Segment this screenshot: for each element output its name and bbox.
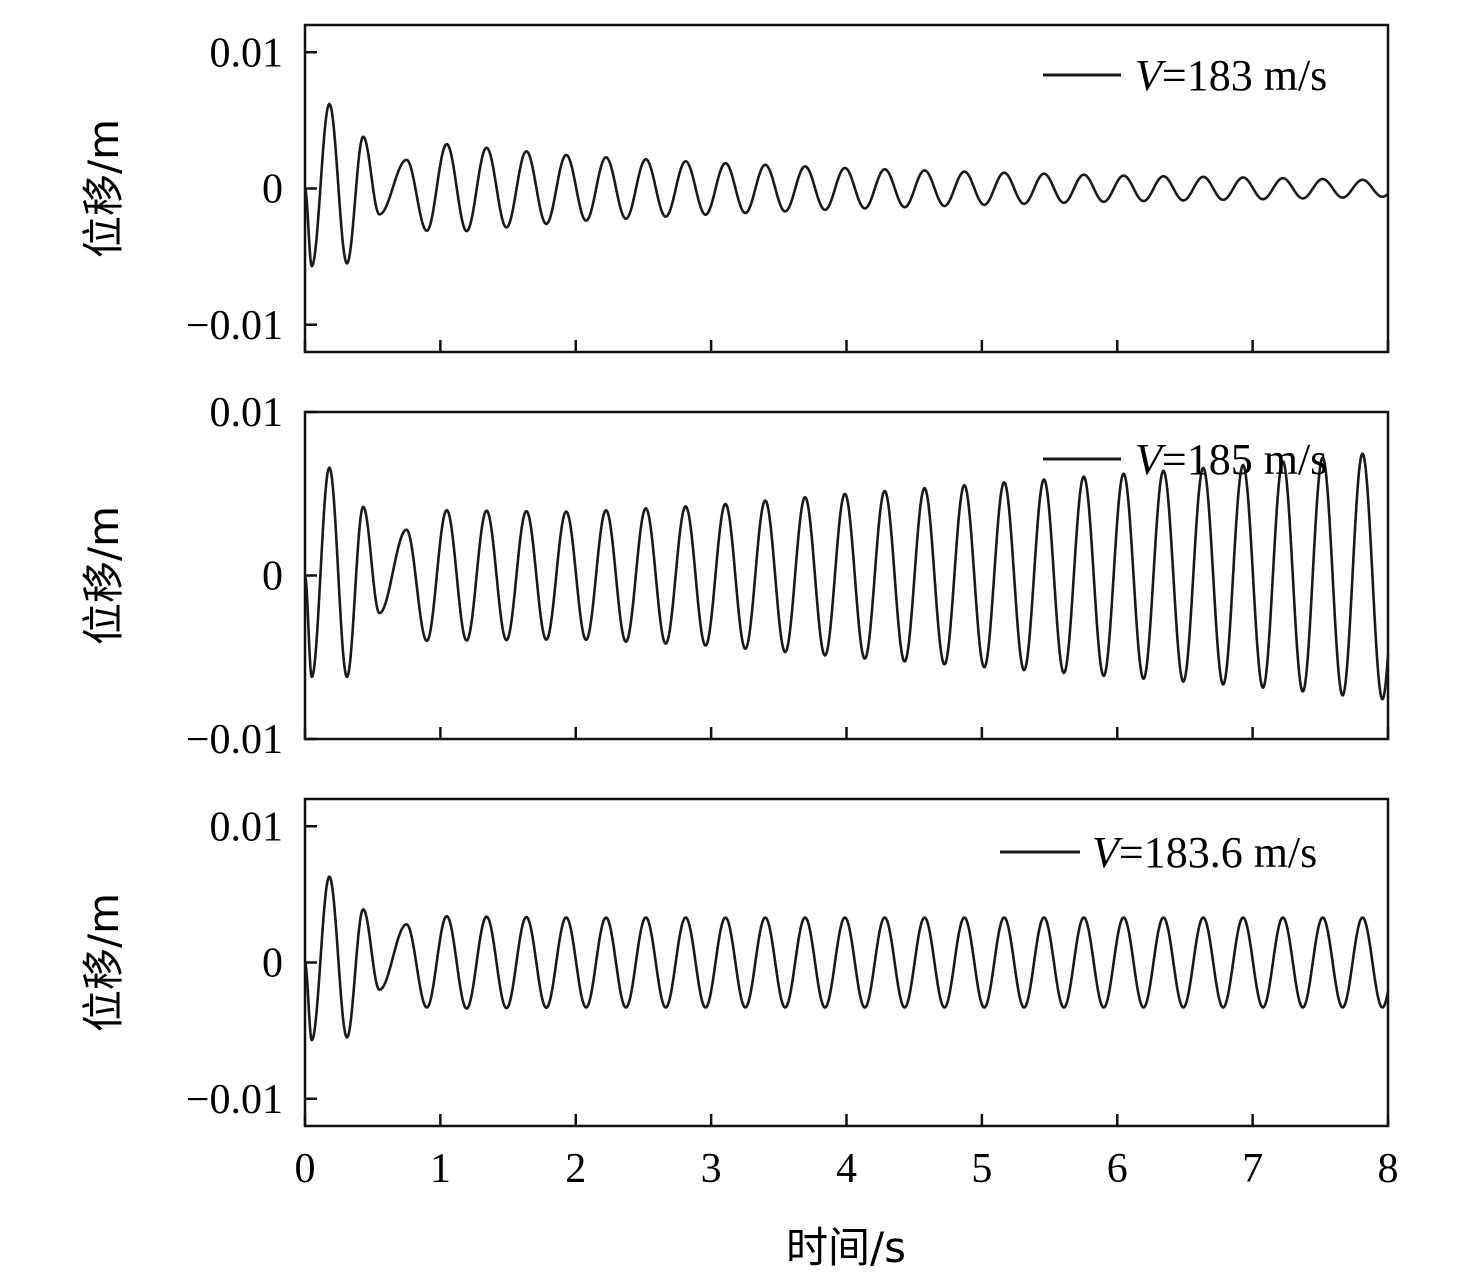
x-tick-label: 5 — [971, 1146, 992, 1192]
x-tick-label: 1 — [430, 1146, 451, 1192]
legend-value: =183.6 m/s — [1119, 828, 1317, 877]
y-tick-label: −0.01 — [186, 1077, 283, 1123]
legend: V=183 m/s — [1043, 51, 1327, 100]
x-tick-label: 0 — [295, 1146, 316, 1192]
y-tick-label: 0 — [262, 941, 283, 987]
series-line — [303, 875, 1390, 1042]
x-tick-label: 8 — [1378, 1146, 1399, 1192]
x-tick-label: 3 — [701, 1146, 722, 1192]
legend-label: V=183.6 m/s — [1092, 828, 1317, 877]
y-axis-label: 位移/m — [79, 893, 128, 1032]
legend: V=183.6 m/s — [1000, 828, 1317, 877]
x-axis-label: 时间/s — [786, 1223, 906, 1272]
y-tick-label: 0 — [262, 554, 283, 600]
y-tick-label: −0.01 — [186, 303, 283, 349]
legend-variable: V — [1135, 51, 1167, 100]
legend-variable: V — [1092, 828, 1124, 877]
series-line — [303, 452, 1390, 701]
x-tick-label: 7 — [1242, 1146, 1263, 1192]
legend-value: =185 m/s — [1162, 435, 1327, 484]
series-line — [303, 102, 1389, 268]
y-tick-label: 0.01 — [210, 30, 284, 76]
legend-variable: V — [1135, 435, 1167, 484]
x-tick-label: 4 — [836, 1146, 857, 1192]
y-tick-label: −0.01 — [186, 717, 283, 763]
legend: V=185 m/s — [1043, 435, 1327, 484]
legend-label: V=183 m/s — [1135, 51, 1327, 100]
panel-2: −0.01 0 0.01 位移/m V=185 m/s — [79, 390, 1390, 763]
y-tick-label: 0 — [262, 167, 283, 213]
y-axis-label: 位移/m — [79, 119, 128, 258]
panel-3: 0 1 2 3 4 5 6 7 8 −0.01 0 0.01 位移/m V=183.6 m/s — [79, 797, 1399, 1192]
legend-label: V=185 m/s — [1135, 435, 1327, 484]
y-axis-label: 位移/m — [79, 506, 128, 645]
legend-value: =183 m/s — [1162, 51, 1327, 100]
panel-1: −0.01 0 0.01 位移/m V=183 m/s — [79, 23, 1390, 354]
x-tick-label: 6 — [1107, 1146, 1128, 1192]
y-tick-label: 0.01 — [210, 390, 284, 436]
x-tick-label: 2 — [565, 1146, 586, 1192]
y-tick-label: 0.01 — [210, 804, 284, 850]
